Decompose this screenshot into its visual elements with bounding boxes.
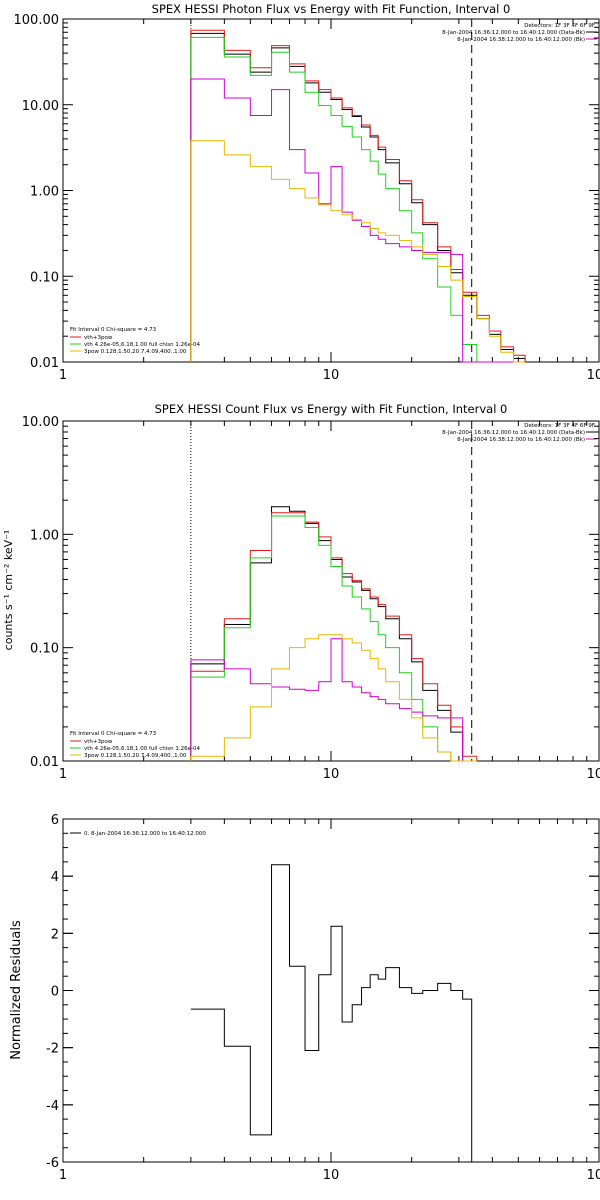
series-magenta-line (190, 78, 526, 363)
legend-entry: vth+3pow (84, 335, 113, 341)
chart-title: SPEX HESSI Count Flux vs Energy with Fit… (155, 402, 508, 416)
x-tick-label: 1 (59, 368, 67, 383)
info-line: Detectors: 1F 3F 4F 6F 9F (524, 23, 595, 29)
x-tick-label: 10 (323, 1168, 340, 1183)
y-axis-label: counts s⁻¹ cm⁻² keV⁻¹ (2, 530, 15, 651)
info-line: 8-Jan-2004 16:36:12.000 to 16:40:12.000 … (442, 430, 585, 436)
y-tick-label: 100.00 (14, 13, 60, 28)
info-line: Detectors: 1F 3F 4F 6F 9F (524, 423, 595, 429)
photon-flux-chart: SPEX HESSI Photon Flux vs Energy with Fi… (14, 2, 600, 383)
y-tick-label: -6 (46, 1156, 59, 1171)
series-black-line (190, 864, 473, 1162)
y-axis-label: Normalized Residuals (9, 920, 24, 1060)
y-tick-label: 0.01 (30, 755, 59, 770)
x-tick-label: 100 (587, 368, 600, 383)
y-tick-label: -4 (46, 1099, 59, 1114)
series-green-line (190, 36, 526, 363)
x-tick-label: 10 (323, 368, 340, 383)
plot-frame (62, 818, 600, 1163)
legend-entry: vth+3pow (84, 739, 113, 745)
x-tick-label: 100 (587, 767, 600, 782)
y-tick-label: -2 (46, 1042, 59, 1057)
fit-legend: Fit Interval 0 Chi-square = 4.73 vth+3po… (70, 731, 200, 759)
info-line: 8-Jan-2004 16:38:12.000 to 16:40:12.000 … (457, 437, 585, 443)
residuals-chart: Normalized Residuals 0. 8-Jan-2004 16:36… (9, 813, 600, 1183)
series-red-line (190, 512, 478, 761)
y-tick-label: 0.01 (30, 356, 59, 371)
x-tick-label: 1 (59, 1168, 67, 1183)
y-tick-label: 4 (51, 870, 59, 885)
series-magenta-line (190, 638, 477, 762)
y-tick-label: 0 (51, 985, 59, 1000)
y-tick-label: 10.00 (22, 99, 59, 114)
series-black-line (190, 32, 526, 362)
y-tick-label: 1.00 (30, 185, 59, 200)
series-yellow-line (190, 140, 526, 363)
y-tick-label: 1.00 (30, 528, 59, 543)
info-line: 8-Jan-2004 16:38:12.000 to 16:40:12.000 … (457, 37, 585, 43)
legend-entry: 3pow 0.128,1.50,20.7,4.09,400.,1.00 (84, 349, 187, 355)
y-tick-label: 2 (51, 927, 59, 942)
chart-title: SPEX HESSI Photon Flux vs Energy with Fi… (152, 2, 511, 16)
series-red-line (190, 29, 526, 362)
series-yellow-line (190, 634, 477, 762)
series-black-line (190, 506, 477, 762)
legend-entry: 3pow 0.128,1.50,20.7,4.09,400.,1.00 (84, 753, 187, 759)
legend-entry: vth 4.26e-05,6.18,1.00 full chisn 1.26e-… (84, 342, 200, 348)
y-tick-label: 6 (51, 813, 59, 828)
fit-legend-header: Fit Interval 0 Chi-square = 4.73 (70, 327, 157, 333)
plot-frame (62, 420, 600, 762)
info-block: Detectors: 1F 3F 4F 6F 9F 8-Jan-2004 16:… (442, 23, 597, 43)
y-tick-label: 10.00 (22, 415, 59, 430)
fit-legend-header: Fit Interval 0 Chi-square = 4.73 (70, 731, 157, 737)
count-flux-chart: SPEX HESSI Count Flux vs Energy with Fit… (2, 402, 600, 782)
legend-entry: 0. 8-Jan-2004 16:36:12.000 to 16:40:12.0… (84, 831, 206, 837)
y-tick-label: 0.10 (30, 270, 59, 285)
info-line: 8-Jan-2004 16:36:12.000 to 16:40:12.000 … (442, 30, 585, 36)
x-tick-label: 100 (587, 1168, 600, 1183)
info-block: Detectors: 1F 3F 4F 6F 9F 8-Jan-2004 16:… (442, 423, 597, 443)
fit-legend: Fit Interval 0 Chi-square = 4.73 vth+3po… (70, 327, 200, 355)
y-tick-label: 0.10 (30, 642, 59, 657)
x-tick-label: 10 (323, 767, 340, 782)
x-tick-label: 1 (59, 767, 67, 782)
legend-entry: vth 4.26e-05,6.18,1.00 full chisn 1.26e-… (84, 746, 200, 752)
